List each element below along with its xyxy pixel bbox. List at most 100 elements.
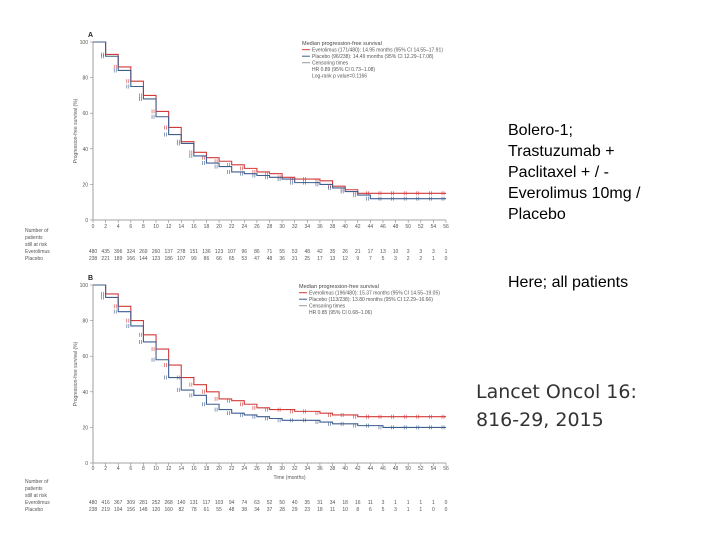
legend-entry: HR 0.85 (95% CI 0.68–1.06) [309,310,372,316]
x-tick-label: 10 [153,466,159,472]
risk-value: 268 [164,500,173,506]
risk-value: 47 [254,256,260,262]
risk-value: 55 [216,507,222,513]
risk-table-header: Number of [25,479,49,485]
y-tick-label: 0 [85,461,88,467]
risk-value: 0 [445,507,448,513]
risk-value: 367 [114,500,123,506]
risk-value: 186 [164,256,173,262]
risk-value: 1 [419,500,422,506]
risk-value: 7 [369,256,372,262]
risk-value: 52 [267,500,273,506]
risk-value: 34 [330,500,336,506]
risk-value: 131 [190,500,199,506]
risk-value: 278 [177,249,186,255]
risk-value: 2 [419,256,422,262]
study-caption: Bolero-1; Trastuzumab + Paclitaxel + / -… [508,120,708,225]
risk-value: 309 [127,500,136,506]
x-tick-label: 40 [342,466,348,472]
risk-value: 252 [152,500,161,506]
risk-value: 0 [445,256,448,262]
risk-value: 10 [393,249,399,255]
risk-value: 396 [114,249,123,255]
risk-value: 1 [445,249,448,255]
risk-value: 65 [229,256,235,262]
risk-value: 151 [190,249,199,255]
study-line: Paclitaxel + / - [508,164,609,181]
risk-value: 71 [267,249,273,255]
y-tick-label: 20 [82,425,88,431]
risk-value: 25 [305,256,311,262]
risk-value: 8 [356,507,359,513]
risk-value: 23 [305,507,311,513]
risk-value: 66 [216,256,222,262]
x-tick-label: 26 [254,224,260,230]
x-tick-label: 18 [204,224,210,230]
x-tick-label: 2 [104,224,107,230]
risk-value: 10 [342,507,348,513]
risk-value: 137 [164,249,173,255]
risk-value: 238 [89,256,98,262]
x-tick-label: 24 [242,466,248,472]
risk-value: 0 [445,500,448,506]
risk-value: 35 [330,249,336,255]
x-tick-label: 22 [229,466,235,472]
risk-table-header: patients [25,235,43,241]
legend-title: Median progression-free survival [302,41,382,47]
x-tick-label: 0 [92,466,95,472]
x-tick-label: 52 [418,466,424,472]
risk-value: 48 [267,256,273,262]
risk-value: 18 [342,500,348,506]
study-line: Trastuzumab + [508,143,615,160]
risk-value: 74 [242,500,248,506]
x-tick-label: 56 [443,224,449,230]
risk-value: 148 [139,507,148,513]
x-tick-label: 2 [104,466,107,472]
risk-value: 63 [254,500,260,506]
risk-value: 96 [242,249,248,255]
x-tick-label: 46 [380,466,386,472]
x-tick-label: 8 [142,224,145,230]
risk-table-header: still at risk [25,493,47,499]
risk-value: 26 [342,249,348,255]
subset-caption: Here; all patients [508,274,629,291]
risk-value: 1 [407,500,410,506]
x-tick-label: 18 [204,466,210,472]
risk-value: 1 [394,500,397,506]
risk-row-label: Everolimus [25,500,50,506]
x-tick-label: 34 [305,466,311,472]
series-line-everolimus [93,284,446,418]
x-tick-label: 10 [153,224,159,230]
y-tick-label: 100 [80,283,89,289]
y-tick-label: 60 [82,354,88,360]
risk-value: 281 [139,500,148,506]
risk-row-label: Placebo [25,507,43,513]
risk-value: 29 [292,507,298,513]
risk-value: 160 [164,507,173,513]
risk-value: 94 [229,500,235,506]
risk-value: 53 [242,256,248,262]
series-line-placebo [93,284,446,428]
x-tick-label: 54 [431,466,437,472]
risk-value: 238 [89,507,98,513]
citation-line: 816-29, 2015 [476,409,604,431]
x-tick-label: 6 [129,224,132,230]
risk-value: 18 [317,507,323,513]
risk-value: 37 [267,507,273,513]
risk-value: 0 [432,507,435,513]
risk-value: 120 [152,507,161,513]
x-tick-label: 38 [330,466,336,472]
x-tick-label: 14 [178,466,184,472]
x-tick-label: 24 [242,224,248,230]
risk-value: 123 [215,249,224,255]
risk-value: 78 [191,507,197,513]
risk-value: 28 [279,507,285,513]
risk-value: 136 [202,249,211,255]
risk-value: 3 [432,249,435,255]
risk-value: 480 [89,249,98,255]
x-tick-label: 36 [317,224,323,230]
risk-value: 31 [317,500,323,506]
risk-value: 31 [292,256,298,262]
